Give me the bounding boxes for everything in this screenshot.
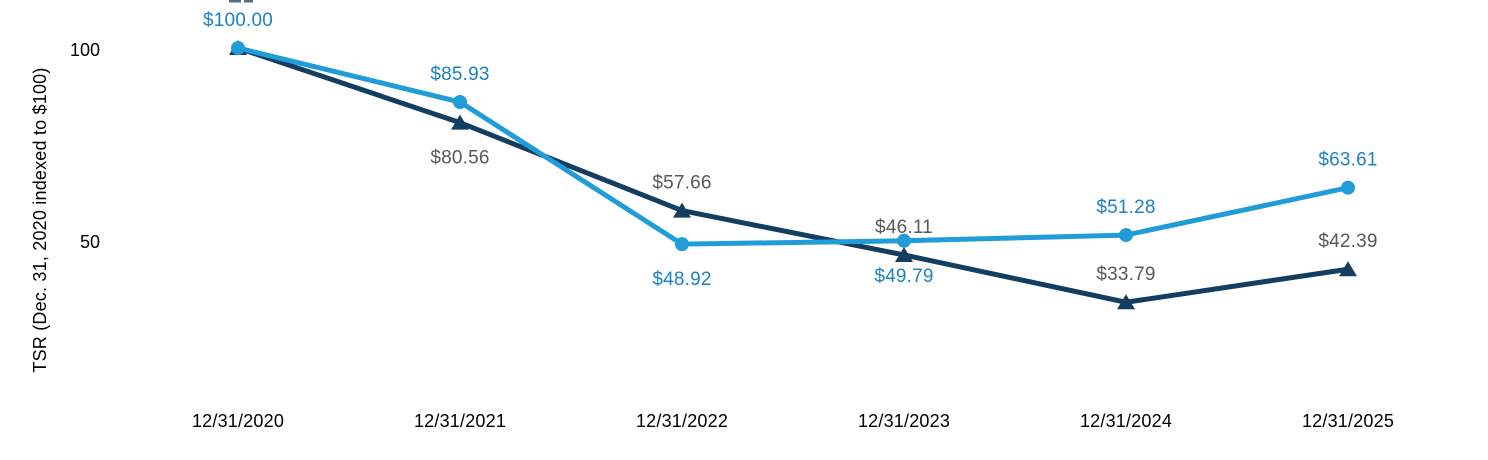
y-axis: 100 50 TSR (Dec. 31, 2020 indexed to $100)	[30, 40, 100, 373]
navy-triangle-series-marker-triangle	[673, 202, 691, 218]
x-tick-label: 12/31/2021	[414, 411, 506, 431]
x-axis: 12/31/2020 12/31/2021 12/31/2022 12/31/2023…	[192, 411, 1394, 431]
remnant-mark	[244, 0, 253, 3]
blue-circle-series-line	[235, 45, 1351, 247]
blue-circle-series-point-label: $100.00	[203, 10, 273, 31]
x-tick-label: 12/31/2024	[1080, 411, 1172, 431]
y-axis-title: TSR (Dec. 31, 2020 indexed to $100)	[30, 67, 50, 372]
x-tick-label: 12/31/2023	[858, 411, 950, 431]
navy-triangle-series-marker-triangle	[451, 114, 469, 130]
blue-circle-series-point-label: $63.61	[1318, 150, 1377, 171]
x-tick-label: 12/31/2020	[192, 411, 284, 431]
blue-circle-series-point-label: $48.92	[652, 269, 711, 290]
blue-circle-series-marker-circle	[1341, 180, 1355, 195]
blue-circle-series-point-label: $85.93	[430, 64, 489, 85]
navy-triangle-series-marker-triangle	[895, 246, 913, 262]
remnant-mark	[229, 0, 241, 3]
navy-triangle-series-point-label: $33.79	[1096, 264, 1155, 285]
blue-circle-series-marker-circle	[231, 41, 245, 55]
navy-triangle-series-point-label: $57.66	[652, 173, 711, 194]
x-tick-label: 12/31/2022	[636, 411, 728, 431]
navy-triangle-series-point-label: $80.56	[430, 148, 489, 169]
navy-triangle-series-point-label: $42.39	[1318, 231, 1377, 252]
blue-circle-series-marker-circle	[675, 237, 689, 252]
x-tick-label: 12/31/2025	[1302, 411, 1394, 431]
blue-circle-series-marker-circle	[1119, 228, 1133, 243]
cropped-content-remnant	[229, 0, 253, 3]
plot-area: $80.56 $57.66 $46.11 $33.79 $42.39 $100.00 $85…	[203, 10, 1377, 310]
navy-triangle-series-marker-triangle	[1339, 261, 1357, 277]
navy-triangle-series-marker-triangle	[1117, 294, 1135, 310]
navy-triangle-series-point-label: $46.11	[875, 217, 933, 238]
blue-circle-series-point-label: $49.79	[874, 266, 933, 287]
y-tick-label: 100	[70, 40, 100, 60]
navy-triangle-series-line	[235, 45, 1351, 305]
blue-circle-series-marker-circle	[453, 95, 467, 110]
blue-circle-series-marker-circle	[897, 233, 911, 248]
blue-circle-series-point-label: $51.28	[1096, 197, 1155, 218]
y-tick-label: 50	[80, 232, 100, 252]
